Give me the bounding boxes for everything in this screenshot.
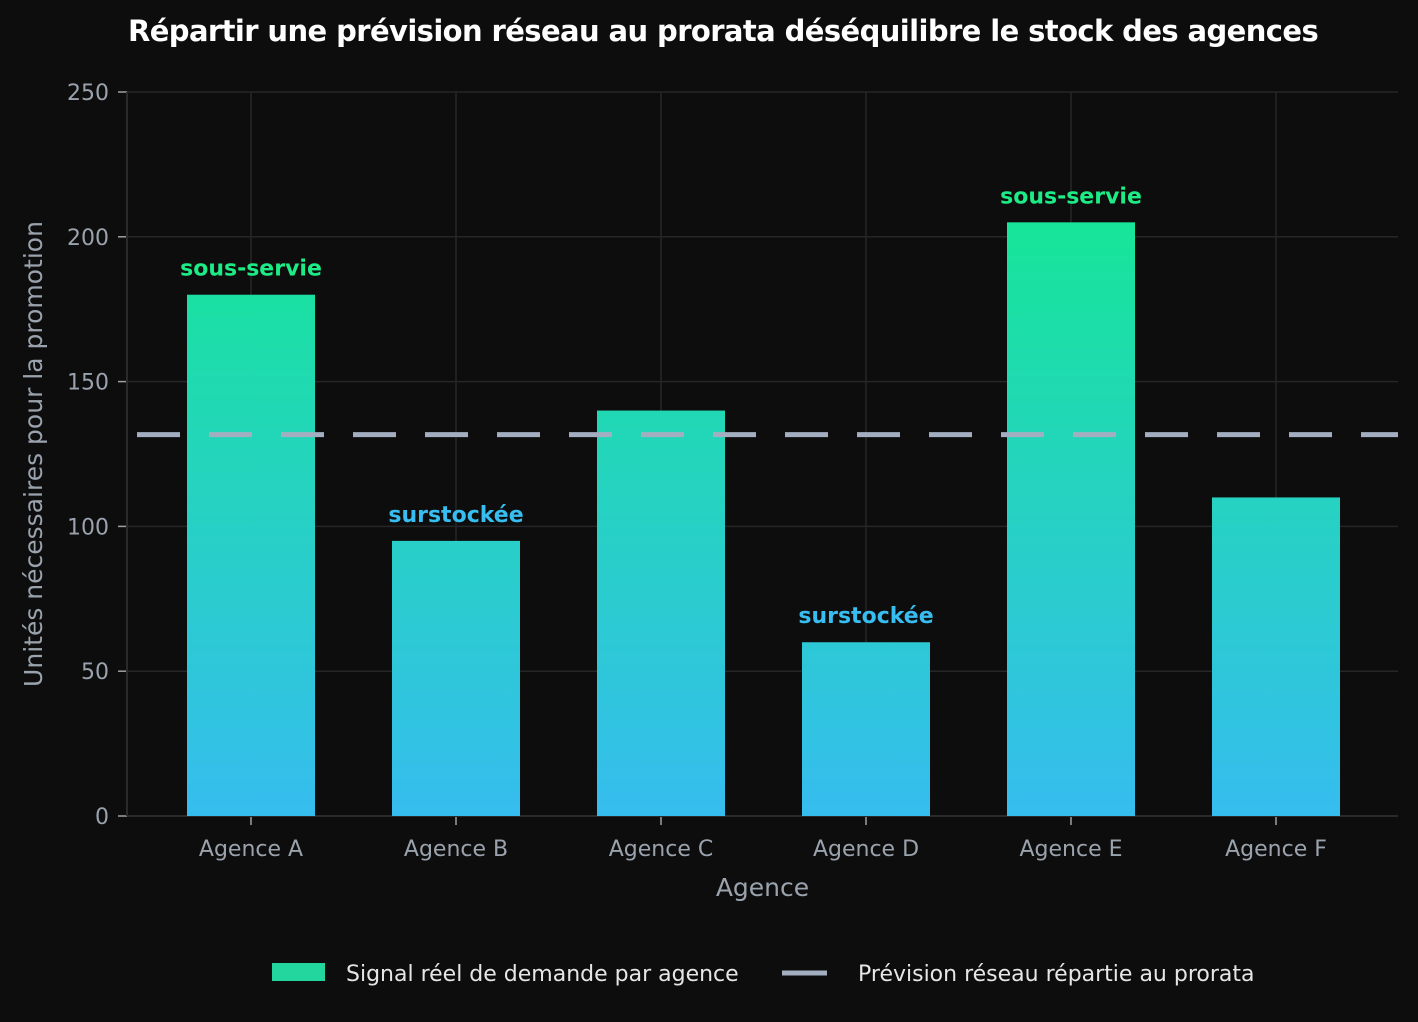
legend-label-bars: Signal réel de demande par agence — [346, 962, 739, 987]
y-axis-title: Unités nécessaires pour la promotion — [19, 221, 48, 687]
x-tick-label: Agence A — [199, 837, 303, 862]
y-tick-label: 50 — [81, 660, 109, 685]
x-tick-label: Agence C — [609, 837, 713, 862]
x-axis-title: Agence — [716, 873, 809, 902]
bar — [392, 540, 520, 816]
bar-annotation: sous-servie — [180, 257, 322, 282]
bar — [187, 294, 315, 817]
legend-label-reference: Prévision réseau répartie au prorata — [858, 962, 1254, 987]
x-tick-label: Agence F — [1225, 837, 1327, 862]
y-tick-label: 250 — [67, 81, 109, 106]
chart-title: Répartir une prévision réseau au prorata… — [128, 14, 1319, 48]
bar-annotation: sous-servie — [1000, 184, 1142, 209]
bar — [802, 642, 930, 816]
y-tick-label: 100 — [67, 515, 109, 540]
bar — [597, 410, 725, 816]
legend-swatch-bars — [272, 963, 325, 981]
x-tick-label: Agence D — [813, 837, 919, 862]
y-tick-label: 200 — [67, 226, 109, 251]
y-tick-label: 0 — [95, 805, 109, 830]
bar-annotation: surstockée — [798, 604, 933, 629]
x-tick-label: Agence E — [1019, 837, 1122, 862]
bar — [1007, 222, 1135, 816]
y-tick-label: 150 — [67, 371, 109, 396]
bar-annotation: surstockée — [388, 503, 523, 528]
x-tick-label: Agence B — [404, 837, 508, 862]
bar — [1212, 497, 1340, 816]
